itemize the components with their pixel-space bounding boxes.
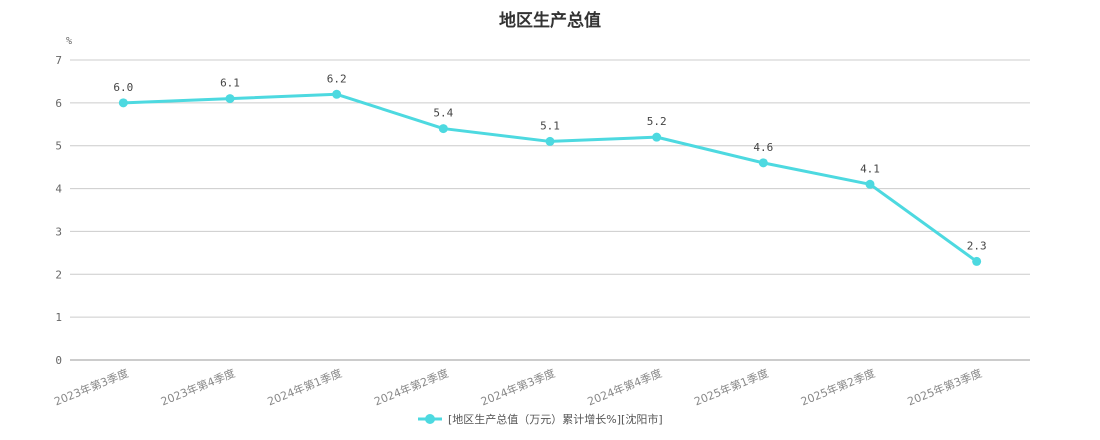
data-label: 6.1 xyxy=(220,77,240,90)
data-point[interactable] xyxy=(865,179,875,189)
data-point[interactable] xyxy=(225,94,235,104)
y-tick-label: 5 xyxy=(55,140,62,153)
data-point[interactable] xyxy=(545,136,555,146)
x-tick-label: 2024年第1季度 xyxy=(265,366,343,409)
x-tick-label: 2024年第3季度 xyxy=(479,366,557,409)
y-tick-label: 1 xyxy=(55,311,62,324)
data-point[interactable] xyxy=(332,89,342,99)
data-label: 4.6 xyxy=(753,141,773,154)
y-tick-label: 7 xyxy=(55,54,62,67)
data-label: 5.2 xyxy=(647,115,667,128)
data-label: 5.4 xyxy=(433,107,453,120)
x-tick-label: 2025年第2季度 xyxy=(799,366,877,409)
data-label: 6.2 xyxy=(327,72,347,85)
y-unit-label: % xyxy=(66,36,72,47)
x-tick-label: 2025年第3季度 xyxy=(905,366,983,409)
y-axis: % 0 1 2 3 4 5 6 7 xyxy=(55,36,72,367)
data-point[interactable] xyxy=(438,124,448,134)
x-tick-label: 2025年第1季度 xyxy=(692,366,770,409)
data-label: 5.1 xyxy=(540,119,560,132)
data-point[interactable] xyxy=(118,98,128,108)
y-tick-label: 0 xyxy=(55,354,62,367)
data-label: 6.0 xyxy=(113,81,133,94)
x-tick-label: 2023年第4季度 xyxy=(159,366,237,409)
data-label: 4.1 xyxy=(860,162,880,175)
y-tick-label: 3 xyxy=(55,225,62,238)
data-label: 2.3 xyxy=(967,239,987,252)
y-tick-label: 6 xyxy=(55,97,62,110)
x-tick-label: 2024年第2季度 xyxy=(372,366,450,409)
x-tick-label: 2024年第4季度 xyxy=(585,366,663,409)
data-point[interactable] xyxy=(972,256,982,266)
series-layer: 6.0 6.1 6.2 5.4 5.1 5.2 4.6 4.1 2.3 xyxy=(113,72,987,266)
y-tick-label: 4 xyxy=(55,183,62,196)
legend-marker-icon xyxy=(425,414,435,424)
data-point[interactable] xyxy=(652,132,662,142)
legend[interactable]: [地区生产总值（万元）累计增长%][沈阳市] xyxy=(418,412,663,426)
legend-label[interactable]: [地区生产总值（万元）累计增长%][沈阳市] xyxy=(448,412,663,426)
grid-lines xyxy=(70,59,1030,361)
data-point[interactable] xyxy=(758,158,768,168)
y-tick-label: 2 xyxy=(55,268,62,281)
x-axis: 2023年第3季度 2023年第4季度 2024年第1季度 2024年第2季度 2024… xyxy=(52,366,984,409)
chart-title: 地区生产总值 xyxy=(499,11,601,31)
x-tick-label: 2023年第3季度 xyxy=(52,366,130,409)
